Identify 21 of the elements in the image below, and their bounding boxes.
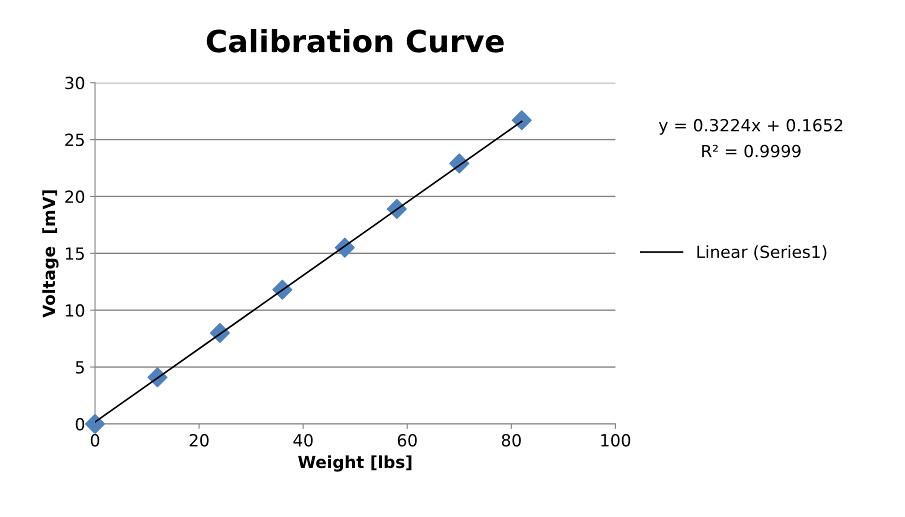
y-tick-label: 25 bbox=[65, 134, 84, 146]
x-tick-label: 80 bbox=[502, 434, 521, 447]
x-axis-title: Weight [lbs] bbox=[298, 455, 412, 472]
y-tick-label: 10 bbox=[66, 304, 84, 317]
y-tick-label: 15 bbox=[66, 248, 84, 260]
x-tick-label: 20 bbox=[190, 434, 209, 447]
text: y = 0.3224x + 0.1652 bbox=[658, 118, 842, 135]
y-axis-title: Voltage [mV] bbox=[42, 190, 59, 318]
x-tick-label: 40 bbox=[293, 434, 313, 447]
y-tick-label: 5 bbox=[76, 361, 84, 374]
x-tick-label: 100 bbox=[601, 434, 630, 447]
x-tick-label: 0 bbox=[90, 434, 100, 447]
text: R² = 0.9999 bbox=[702, 144, 801, 158]
legend-label: Linear (Series1) bbox=[697, 245, 826, 260]
y-tick-label: 0 bbox=[76, 418, 84, 431]
y-tick-label: 30 bbox=[65, 76, 84, 90]
x-tick-label: 60 bbox=[398, 434, 417, 447]
point bbox=[85, 414, 106, 434]
chart-title: Calibration Curve bbox=[206, 28, 504, 53]
y-tick-label: 20 bbox=[65, 190, 84, 204]
point bbox=[512, 110, 532, 130]
